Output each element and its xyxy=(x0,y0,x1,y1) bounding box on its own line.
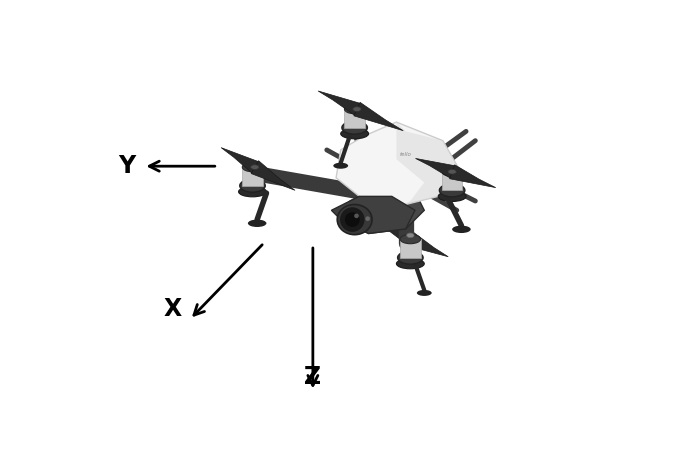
Polygon shape xyxy=(442,172,462,191)
Text: Y: Y xyxy=(118,154,136,178)
Text: Z: Z xyxy=(304,365,321,389)
Polygon shape xyxy=(336,122,461,205)
Polygon shape xyxy=(331,196,415,234)
Ellipse shape xyxy=(442,167,462,177)
Polygon shape xyxy=(379,224,413,245)
Text: X: X xyxy=(163,297,181,321)
Polygon shape xyxy=(318,91,360,115)
Ellipse shape xyxy=(242,163,262,172)
Ellipse shape xyxy=(337,205,372,234)
Ellipse shape xyxy=(449,166,456,170)
Ellipse shape xyxy=(400,234,421,244)
Polygon shape xyxy=(407,233,448,257)
Circle shape xyxy=(365,216,370,221)
Ellipse shape xyxy=(351,103,358,108)
Ellipse shape xyxy=(452,226,470,233)
Ellipse shape xyxy=(438,191,466,201)
Ellipse shape xyxy=(440,184,465,197)
Ellipse shape xyxy=(353,107,361,112)
Polygon shape xyxy=(344,109,365,127)
Ellipse shape xyxy=(396,259,424,269)
Circle shape xyxy=(345,212,360,227)
Ellipse shape xyxy=(344,105,365,114)
Polygon shape xyxy=(354,102,403,131)
Ellipse shape xyxy=(406,237,414,241)
Ellipse shape xyxy=(416,290,432,296)
Ellipse shape xyxy=(448,170,456,174)
Polygon shape xyxy=(341,183,424,234)
Text: tello: tello xyxy=(400,152,412,157)
Polygon shape xyxy=(400,239,421,258)
Ellipse shape xyxy=(248,161,256,166)
Polygon shape xyxy=(221,148,258,173)
Polygon shape xyxy=(251,161,295,191)
Circle shape xyxy=(354,213,359,218)
Ellipse shape xyxy=(407,233,414,238)
Polygon shape xyxy=(396,122,461,205)
Polygon shape xyxy=(416,158,454,178)
Ellipse shape xyxy=(398,251,423,264)
Ellipse shape xyxy=(248,219,267,227)
Circle shape xyxy=(340,206,365,233)
Ellipse shape xyxy=(341,128,369,139)
Polygon shape xyxy=(242,167,262,186)
Ellipse shape xyxy=(239,187,267,197)
Ellipse shape xyxy=(251,165,259,170)
Ellipse shape xyxy=(342,121,368,134)
Ellipse shape xyxy=(333,163,348,169)
Ellipse shape xyxy=(239,179,265,192)
Polygon shape xyxy=(449,165,496,188)
